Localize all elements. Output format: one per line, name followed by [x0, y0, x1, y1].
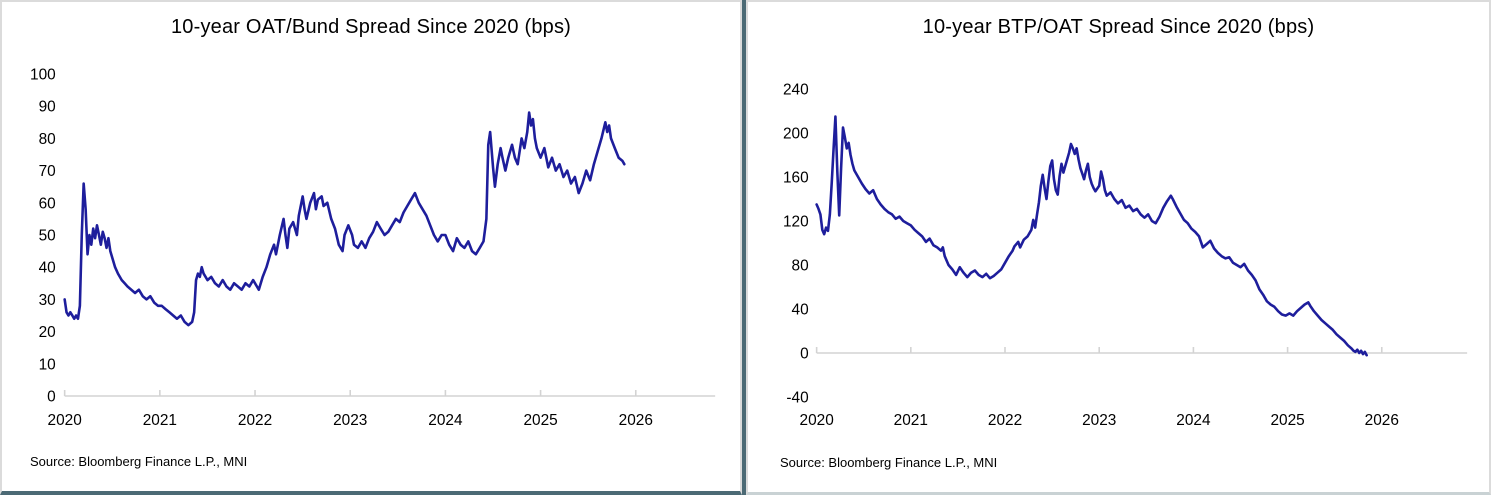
source-note-left: Source: Bloomberg Finance L.P., MNI — [30, 454, 248, 469]
y-tick-label: 0 — [47, 388, 56, 405]
x-tick-label: 2022 — [238, 412, 272, 429]
btp-oat-spread-chart: 240 200 160 120 80 40 0 -40 2020 2021 2022 2023 2024… — [783, 81, 1468, 429]
x-tick-label: 2023 — [333, 412, 367, 429]
spread-series-line — [815, 115, 1368, 357]
y-tick-label: 160 — [783, 169, 809, 186]
y-tick-label: 60 — [39, 195, 56, 212]
x-tick-label: 2020 — [48, 412, 82, 429]
y-tick-label: 70 — [39, 163, 56, 180]
y-tick-label: 120 — [783, 213, 809, 230]
y-tick-label: 90 — [39, 99, 56, 116]
spread-series-line — [63, 111, 626, 327]
y-tick-label: 30 — [39, 292, 56, 309]
x-tick-label: 2024 — [1176, 412, 1211, 429]
x-tick-label: 2023 — [1082, 412, 1116, 429]
chart-title-oat-bund: 10-year OAT/Bund Spread Since 2020 (bps) — [170, 16, 572, 38]
chart-panel-btp-oat: 10-year BTP/OAT Spread Since 2020 (bps) … — [746, 0, 1491, 495]
y-tick-label: 80 — [39, 131, 56, 148]
y-tick-label: 40 — [792, 301, 809, 318]
y-tick-label: 10 — [39, 356, 56, 373]
chart-panel-oat-bund: 10-year OAT/Bund Spread Since 2020 (bps)… — [0, 0, 742, 495]
y-tick-label: -40 — [786, 389, 808, 406]
x-tick-label: 2024 — [428, 412, 463, 429]
source-note-right: Source: Bloomberg Finance L.P., MNI — [780, 455, 998, 470]
x-tick-label: 2025 — [1270, 412, 1304, 429]
y-tick-label: 0 — [800, 345, 809, 362]
y-tick-label: 100 — [30, 66, 56, 83]
y-tick-label: 200 — [783, 125, 809, 142]
x-tick-label: 2021 — [894, 412, 928, 429]
panel-divider — [742, 0, 746, 495]
chart-title-btp-oat: 10-year BTP/OAT Spread Since 2020 (bps) — [922, 16, 1315, 38]
y-tick-label: 50 — [39, 227, 56, 244]
x-tick-label: 2026 — [619, 412, 653, 429]
y-tick-label: 240 — [783, 81, 809, 98]
y-tick-label: 20 — [39, 324, 56, 341]
x-tick-label: 2022 — [988, 412, 1022, 429]
x-tick-label: 2026 — [1365, 412, 1399, 429]
x-tick-label: 2021 — [143, 412, 177, 429]
y-tick-label: 40 — [39, 260, 56, 277]
x-tick-label: 2025 — [523, 412, 557, 429]
x-tick-label: 2020 — [800, 412, 834, 429]
y-tick-label: 80 — [792, 257, 809, 274]
